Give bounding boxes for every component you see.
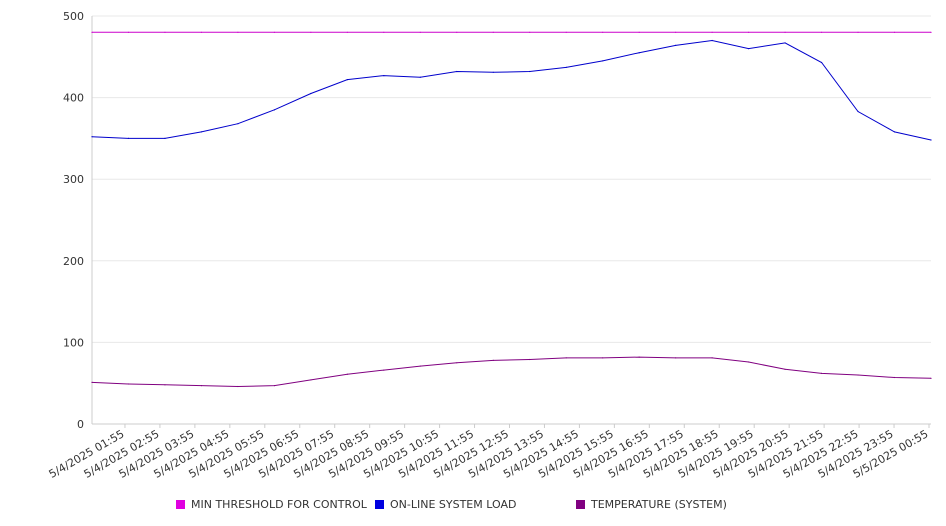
- legend-swatch-temperature: [576, 500, 585, 509]
- data-point: [638, 31, 640, 33]
- axes: [91, 16, 931, 425]
- data-point: [638, 356, 640, 358]
- data-point: [748, 31, 750, 33]
- data-point: [857, 374, 859, 376]
- legend-item-temperature: TEMPERATURE (SYSTEM): [576, 498, 727, 511]
- data-point: [164, 137, 166, 139]
- data-point: [748, 48, 750, 50]
- legend: MIN THRESHOLD FOR CONTROL ON-LINE SYSTEM…: [0, 498, 946, 514]
- data-point: [456, 70, 458, 73]
- data-point: [346, 31, 348, 33]
- data-point: [820, 61, 823, 64]
- data-point: [675, 357, 677, 359]
- data-point: [127, 383, 130, 385]
- data-point: [383, 369, 385, 371]
- data-point: [675, 31, 677, 33]
- data-point: [237, 385, 239, 388]
- data-point: [419, 76, 421, 78]
- y-tick-label: 200: [63, 255, 84, 268]
- grid-lines: [92, 15, 931, 343]
- data-point: [200, 385, 203, 387]
- data-point: [893, 376, 896, 379]
- y-tick-label: 100: [63, 336, 84, 349]
- series-line-2: [91, 356, 932, 388]
- data-point: [237, 31, 239, 33]
- data-point: [200, 31, 203, 33]
- x-axis-ticks: 5/4/2025 01:555/4/2025 02:555/4/2025 03:…: [47, 424, 931, 481]
- data-point: [164, 384, 166, 386]
- data-point: [602, 31, 604, 33]
- data-point: [419, 365, 421, 367]
- data-point: [711, 31, 713, 33]
- data-point: [419, 31, 421, 33]
- data-point: [930, 31, 932, 33]
- data-point: [675, 44, 677, 46]
- data-point: [237, 123, 239, 125]
- data-point: [529, 31, 531, 33]
- legend-label-load: ON-LINE SYSTEM LOAD: [390, 498, 517, 511]
- data-point: [529, 358, 531, 361]
- data-point: [456, 31, 458, 33]
- data-point: [930, 377, 932, 379]
- data-point: [310, 92, 312, 95]
- data-point: [565, 31, 567, 33]
- data-point: [492, 31, 494, 33]
- legend-swatch-threshold: [176, 500, 185, 509]
- legend-item-threshold: MIN THRESHOLD FOR CONTROL: [176, 498, 367, 511]
- data-point: [893, 31, 896, 33]
- data-point: [273, 385, 275, 387]
- data-point: [857, 31, 859, 33]
- data-point: [529, 70, 531, 73]
- data-point: [310, 379, 312, 381]
- data-point: [383, 74, 385, 77]
- data-point: [273, 31, 275, 33]
- data-point: [91, 31, 93, 33]
- data-point: [127, 31, 130, 33]
- y-tick-label: 300: [63, 173, 84, 186]
- data-point: [565, 357, 567, 359]
- data-point: [492, 359, 494, 361]
- data-point: [492, 71, 494, 73]
- data-point: [930, 139, 932, 141]
- data-point: [784, 368, 786, 370]
- data-point: [711, 357, 713, 359]
- series-line-1: [91, 39, 932, 141]
- legend-item-load: ON-LINE SYSTEM LOAD: [375, 498, 516, 511]
- data-point: [273, 109, 275, 111]
- legend-swatch-load: [375, 500, 384, 509]
- data-point: [784, 42, 786, 44]
- data-point: [638, 52, 640, 54]
- data-point: [565, 66, 567, 69]
- data-point: [383, 31, 385, 33]
- legend-label-temperature: TEMPERATURE (SYSTEM): [591, 498, 727, 511]
- data-point: [748, 361, 750, 363]
- data-point: [820, 372, 823, 375]
- data-point: [346, 373, 348, 375]
- y-tick-label: 400: [63, 92, 84, 105]
- data-point: [200, 131, 203, 133]
- y-tick-label: 500: [63, 10, 84, 23]
- data-point: [602, 357, 604, 359]
- data-point: [456, 362, 458, 364]
- y-tick-label: 0: [77, 418, 84, 431]
- data-point: [91, 381, 93, 383]
- data-point: [346, 79, 348, 81]
- data-point: [893, 131, 896, 133]
- data-point: [164, 31, 166, 33]
- legend-label-threshold: MIN THRESHOLD FOR CONTROL: [191, 498, 367, 511]
- data-point: [784, 31, 786, 33]
- series-lines: [91, 31, 932, 388]
- data-point: [602, 60, 604, 62]
- data-point: [711, 39, 713, 42]
- data-point: [127, 137, 130, 139]
- data-point: [91, 136, 93, 138]
- data-point: [820, 31, 823, 33]
- data-point: [857, 110, 859, 113]
- data-point: [310, 31, 312, 33]
- y-axis-ticks: 0 100 200 300 400 500: [63, 10, 84, 431]
